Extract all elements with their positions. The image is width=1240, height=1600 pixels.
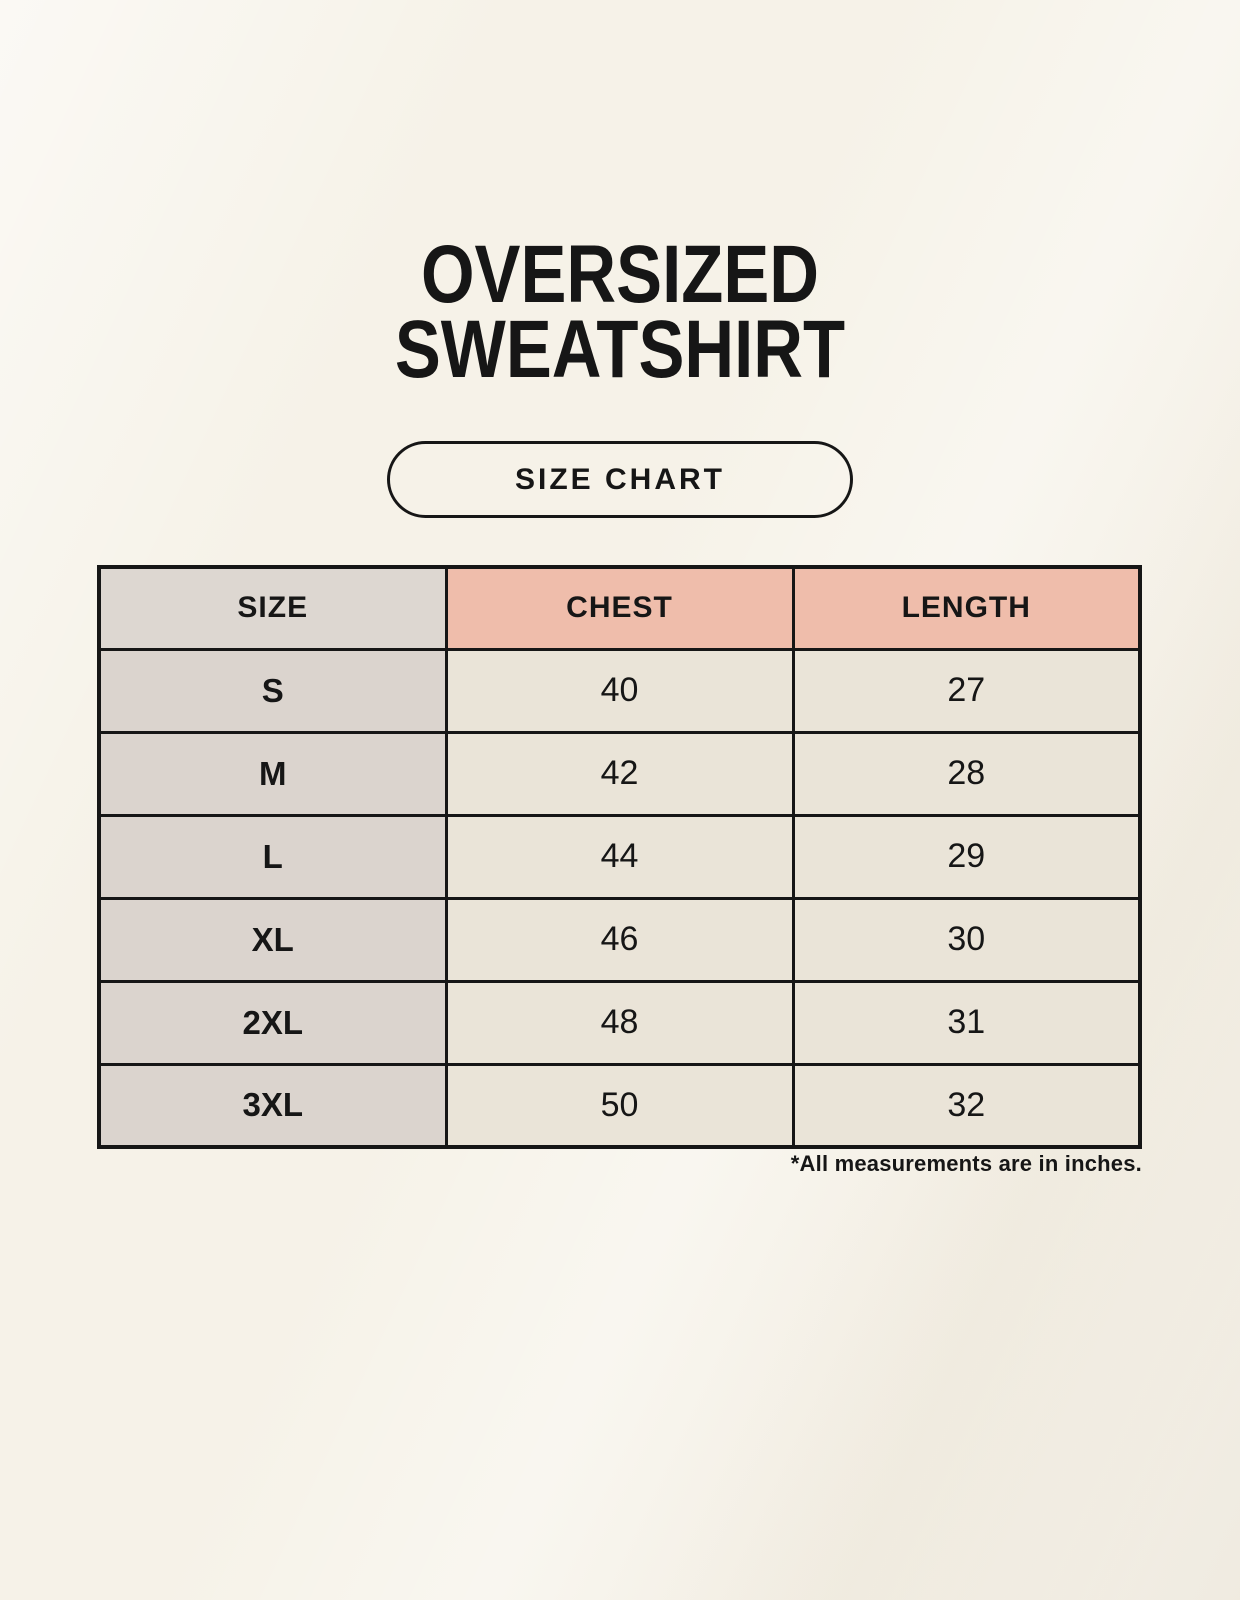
size-chart-table: SIZE CHEST LENGTH S 40 27 M 42 28 L 44 2… bbox=[97, 565, 1142, 1149]
length-value-cell: 32 bbox=[791, 1062, 1142, 1149]
length-value-cell: 29 bbox=[791, 813, 1142, 900]
measurements-footnote: *All measurements are in inches. bbox=[790, 1151, 1142, 1176]
page-title-line2: SWEATSHIRT bbox=[394, 304, 846, 395]
table-row: XL 46 30 bbox=[97, 896, 1142, 983]
size-chart-badge-label: SIZE CHART bbox=[515, 462, 725, 496]
chest-value-cell: 48 bbox=[444, 979, 795, 1066]
header-cell-chest: CHEST bbox=[444, 565, 795, 651]
size-label-cell: 2XL bbox=[97, 979, 448, 1066]
size-label-cell: M bbox=[97, 730, 448, 817]
chest-value-cell: 40 bbox=[444, 647, 795, 734]
chest-value-cell: 42 bbox=[444, 730, 795, 817]
size-label-cell: 3XL bbox=[97, 1062, 448, 1149]
table-row: 3XL 50 32 bbox=[97, 1062, 1142, 1149]
size-label-cell: L bbox=[97, 813, 448, 900]
table-row: M 42 28 bbox=[97, 730, 1142, 817]
length-value-cell: 28 bbox=[791, 730, 1142, 817]
length-value-cell: 30 bbox=[791, 896, 1142, 983]
size-label-cell: XL bbox=[97, 896, 448, 983]
page-title: OVERSIZED SWEATSHIRT bbox=[99, 229, 1141, 395]
size-chart-badge: SIZE CHART bbox=[387, 441, 853, 518]
chest-value-cell: 46 bbox=[444, 896, 795, 983]
table-row: 2XL 48 31 bbox=[97, 979, 1142, 1066]
table-row: L 44 29 bbox=[97, 813, 1142, 900]
size-label-cell: S bbox=[97, 647, 448, 734]
chest-value-cell: 44 bbox=[444, 813, 795, 900]
page-title-line1: OVERSIZED bbox=[420, 229, 820, 320]
table-header-row: SIZE CHEST LENGTH bbox=[97, 565, 1142, 651]
chest-value-cell: 50 bbox=[444, 1062, 795, 1149]
header-cell-length: LENGTH bbox=[791, 565, 1142, 651]
length-value-cell: 27 bbox=[791, 647, 1142, 734]
header-cell-size: SIZE bbox=[97, 565, 448, 651]
table-row: S 40 27 bbox=[97, 647, 1142, 734]
length-value-cell: 31 bbox=[791, 979, 1142, 1066]
